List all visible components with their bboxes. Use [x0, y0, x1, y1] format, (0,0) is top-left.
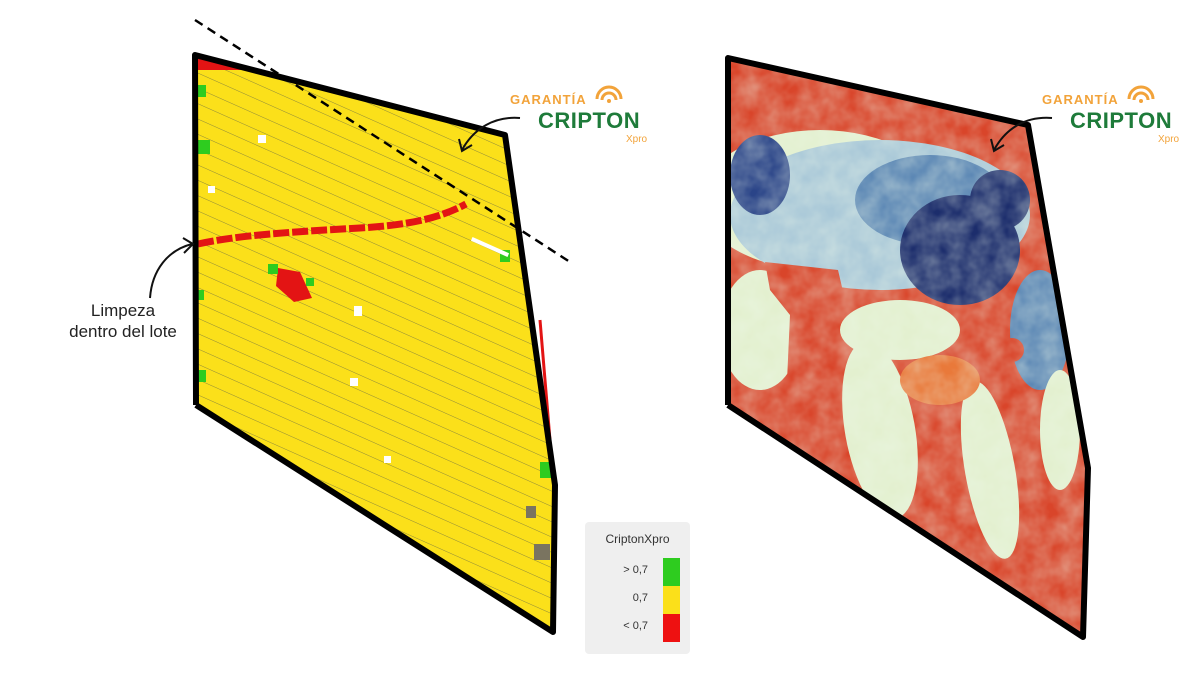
- legend-swatch-red: [663, 614, 680, 642]
- legend-title: CriptonXpro: [605, 532, 670, 546]
- cleaning-annotation: Limpeza dentro del lote: [58, 300, 188, 342]
- red-spot-center: [276, 268, 312, 302]
- annotation-arrow: [149, 243, 193, 299]
- annotation-line-1: Limpeza: [90, 301, 156, 320]
- legend-item-high: > 0,7: [585, 558, 690, 586]
- legend-label: > 0,7: [623, 564, 648, 576]
- brand-name: CRIPTON: [538, 108, 641, 133]
- legend-item-low: < 0,7: [585, 614, 690, 642]
- wifi-icon: [595, 85, 623, 103]
- wifi-icon: [1127, 85, 1155, 103]
- cripton-badge-left: GARANTÍA CRIPTON Xpro: [510, 85, 660, 148]
- legend: CriptonXpro > 0,7 0,7 < 0,7: [585, 522, 690, 654]
- garantia-label: GARANTÍA: [1042, 92, 1119, 107]
- badge-arrow-right: [993, 116, 1053, 151]
- legend-swatch-yellow: [663, 586, 680, 614]
- right-field-map: [725, 55, 1091, 640]
- cleaning-path: [197, 200, 468, 248]
- garantia-label: GARANTÍA: [510, 92, 587, 107]
- legend-swatch-green: [663, 558, 680, 586]
- legend-label: < 0,7: [623, 620, 648, 632]
- legend-label: 0,7: [632, 592, 648, 604]
- left-field-outline: [192, 52, 558, 635]
- cripton-badge-right: GARANTÍA CRIPTON Xpro: [1042, 85, 1192, 148]
- brand-sub: Xpro: [626, 134, 648, 145]
- brand-name: CRIPTON: [1070, 108, 1173, 133]
- brand-sub: Xpro: [1158, 134, 1180, 145]
- right-field-outline: [725, 55, 1091, 640]
- badge-arrow-left: [461, 116, 521, 151]
- legend-item-mid: 0,7: [585, 586, 690, 614]
- annotation-line-2: dentro del lote: [69, 322, 177, 341]
